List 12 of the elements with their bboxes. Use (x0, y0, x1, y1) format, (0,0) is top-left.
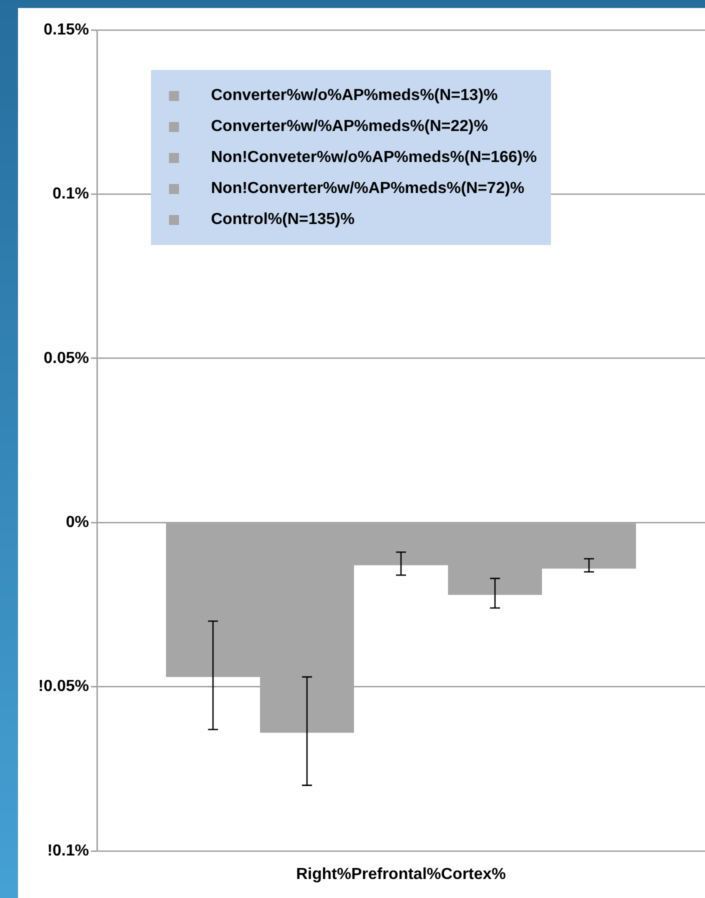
y-tick-label: !0.05% (38, 678, 89, 696)
y-tick-label: 0.05% (44, 350, 89, 367)
y-tick-label: 0.15% (44, 21, 89, 38)
y-tick-label: 0.1% (52, 186, 89, 203)
y-tick-label: !0.1% (47, 842, 89, 860)
legend-label: Converter%w/%AP%meds%(N=22)% (211, 118, 488, 136)
legend-label: Converter%w/o%AP%meds%(N=13)% (211, 86, 498, 104)
legend-label: Non!Conveter%w/o%AP%meds%(N=166)% (211, 148, 537, 166)
x-tick-label: Right%Prefrontal%Cortex% (296, 866, 506, 884)
legend-label: Non!Converter%w/%AP%meds%(N=72)% (211, 180, 524, 198)
legend-label: Control%(N=135)% (211, 210, 355, 228)
y-tick-label: 0% (66, 514, 89, 532)
